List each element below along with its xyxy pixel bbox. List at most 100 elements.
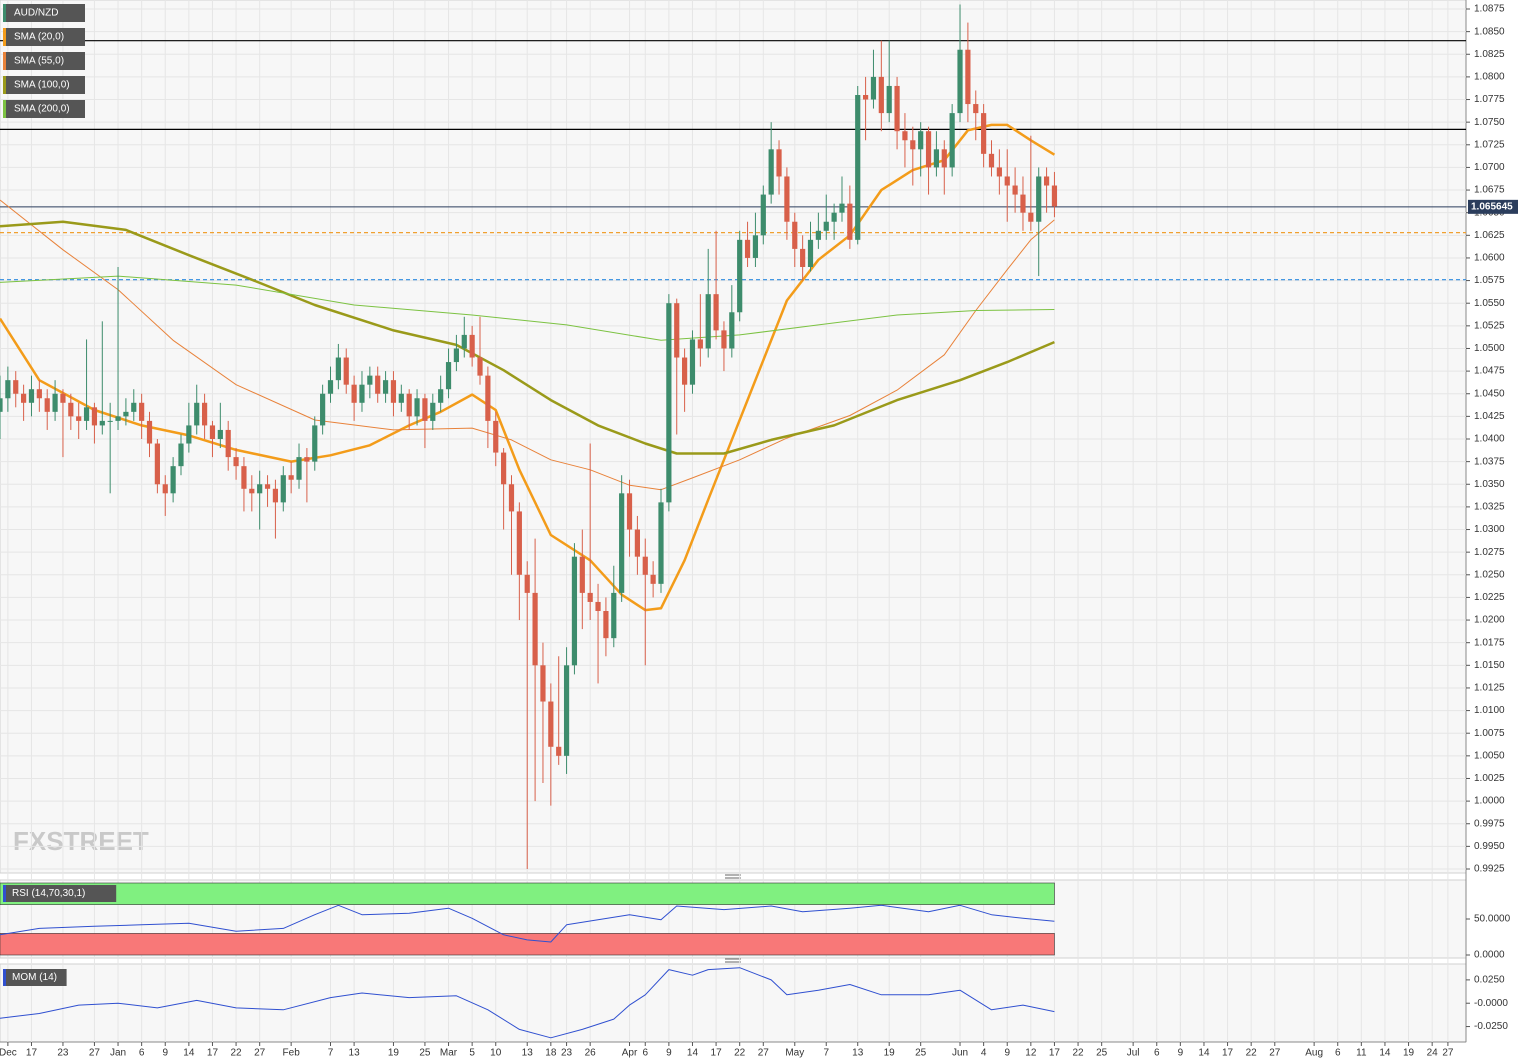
watermark: FXSTREET (13, 826, 149, 856)
candle-body (611, 592, 617, 639)
x-tick-label: 17 (1049, 1048, 1061, 1059)
candle-body (587, 592, 593, 602)
candle-body (658, 502, 664, 584)
x-tick-label: 6 (642, 1048, 648, 1059)
candle-body (721, 330, 727, 349)
candle-body (532, 592, 538, 666)
candle-body (493, 420, 499, 453)
candle-body (886, 85, 892, 114)
candle-body (178, 443, 184, 467)
x-tick-label: 19 (1403, 1048, 1415, 1059)
candle-body (870, 76, 877, 100)
x-tick-label: Jul (1127, 1048, 1140, 1059)
candle-body (257, 484, 263, 494)
x-tick-label: Mar (440, 1048, 458, 1059)
grid-layer (0, 0, 1466, 1042)
candle-body (1020, 194, 1026, 213)
legend-swatch (3, 100, 6, 118)
candle-body (131, 402, 137, 412)
candle-body (988, 153, 995, 168)
y-tick-label: 1.0550 (1474, 298, 1505, 309)
candle-body (894, 85, 900, 132)
candle-body (784, 176, 790, 222)
resize-handle[interactable] (725, 958, 741, 963)
y-tick-label: 1.0575 (1474, 275, 1505, 286)
legend-label: MOM (14) (12, 972, 57, 983)
candle-body (902, 131, 908, 141)
candle-body (115, 416, 121, 421)
x-tick-label: 19 (388, 1048, 400, 1059)
candle-body (1043, 176, 1050, 186)
x-tick-label: 6 (1335, 1048, 1341, 1059)
legend-item: AUD/NZD (3, 4, 85, 22)
candle-body (288, 475, 294, 480)
candle-body (918, 131, 924, 150)
candle-body (312, 425, 318, 462)
y-tick-label: 1.0450 (1474, 388, 1505, 399)
candle-body (981, 113, 987, 154)
y-tick-label: 1.0250 (1474, 569, 1505, 580)
candle-body (973, 104, 979, 114)
legend-item: SMA (200,0) (3, 100, 85, 118)
x-tick-label: 27 (254, 1048, 266, 1059)
candle-body (445, 362, 452, 390)
candle-body (666, 303, 672, 503)
candle-body (642, 556, 648, 575)
candle-body (957, 49, 963, 114)
x-tick-label: 14 (1198, 1048, 1210, 1059)
legend-box (3, 4, 85, 22)
y-tick-label: 1.0625 (1474, 230, 1505, 241)
x-tick-label: 27 (1269, 1048, 1281, 1059)
candle-body (335, 357, 341, 381)
candle-body (965, 49, 971, 105)
candle-body (925, 131, 932, 168)
candle-body (839, 203, 845, 213)
legend-label: RSI (14,70,30,1) (12, 888, 85, 899)
candle-body (862, 95, 869, 100)
y-tick-label: 1.0700 (1474, 162, 1505, 173)
candle-body (729, 312, 735, 349)
x-tick-label: 4 (981, 1048, 987, 1059)
candle-body (697, 339, 703, 349)
candle-body (186, 425, 192, 444)
x-tick-label: 25 (419, 1048, 431, 1059)
candle-body (241, 466, 247, 489)
candles (0, 4, 1058, 869)
candle-body (477, 357, 483, 376)
x-tick-label: Apr (622, 1048, 638, 1059)
candle-body (689, 339, 696, 385)
candle-body (501, 452, 507, 485)
candle-body (194, 402, 200, 426)
candle-body (540, 665, 546, 702)
legend-swatch (3, 28, 6, 46)
y-tick-label: 1.0175 (1474, 637, 1505, 648)
candle-body (5, 380, 11, 399)
y-tick-label: 1.0325 (1474, 502, 1505, 513)
x-tick-label: 10 (490, 1048, 502, 1059)
x-tick-label: 13 (349, 1048, 361, 1059)
candle-body (217, 429, 223, 439)
candle-body (351, 384, 357, 403)
candle-body (264, 484, 271, 489)
candle-body (760, 194, 766, 236)
candle-body (398, 393, 404, 403)
y-tick-label: -0.0250 (1474, 1021, 1508, 1032)
y-tick-label: 1.0300 (1474, 524, 1505, 535)
resize-handle[interactable] (725, 874, 741, 879)
candle-body (634, 529, 640, 557)
x-tick-label: 14 (183, 1048, 195, 1059)
legend-swatch (3, 52, 6, 70)
candle-body (367, 375, 373, 385)
candle-body (933, 149, 940, 168)
candle-body (847, 203, 853, 240)
x-tick-label: 13 (522, 1048, 534, 1059)
legend-item: SMA (100,0) (3, 76, 85, 94)
candle-body (1028, 212, 1034, 222)
candle-body (737, 239, 743, 313)
x-tick-label: Feb (283, 1048, 301, 1059)
candle-body (36, 389, 42, 399)
y-tick-label: 1.0875 (1474, 4, 1505, 15)
candle-body (76, 416, 82, 421)
candle-body (524, 574, 530, 593)
candle-body (414, 398, 420, 417)
